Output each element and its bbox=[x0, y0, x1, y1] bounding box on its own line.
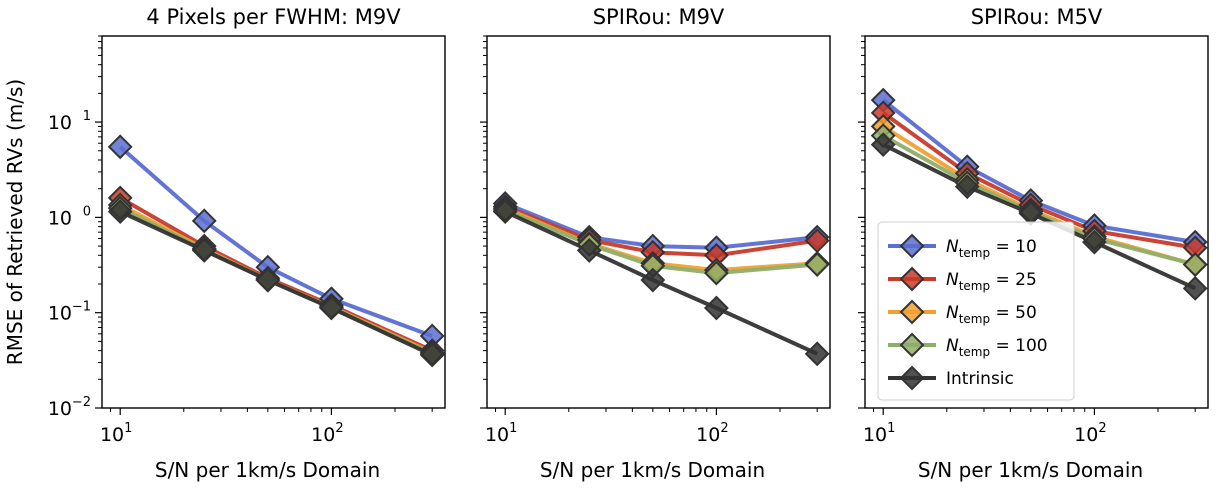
x-tick-label: 102 bbox=[311, 421, 343, 446]
x-tick-label: 101 bbox=[485, 421, 517, 446]
data-point bbox=[703, 295, 729, 321]
legend-marker bbox=[899, 233, 925, 259]
y-tick-exponent: −1 bbox=[72, 300, 91, 315]
data-point bbox=[107, 199, 133, 225]
data-point bbox=[1182, 275, 1208, 301]
data-point bbox=[318, 295, 344, 321]
data-point bbox=[191, 208, 217, 234]
panel-title: SPIRou: M9V bbox=[593, 5, 725, 29]
legend-marker bbox=[899, 299, 925, 325]
data-point bbox=[1182, 252, 1208, 277]
panel-3: 101 102 SPIRou: M5V S/N per 1km/s Domain Nte… bbox=[858, 5, 1209, 482]
legend-marker bbox=[899, 332, 925, 358]
legend-marker bbox=[899, 266, 925, 292]
data-point bbox=[804, 252, 830, 277]
data-point bbox=[954, 174, 980, 200]
x-axis-label: S/N per 1km/s Domain bbox=[155, 458, 380, 482]
legend-label: Ntemp = 10 bbox=[946, 237, 1037, 260]
plot-frame bbox=[101, 35, 446, 409]
panel-title: 4 Pixels per FWHM: M9V bbox=[146, 5, 401, 29]
data-point bbox=[1081, 229, 1107, 255]
data-point bbox=[703, 260, 729, 286]
legend-label: Ntemp = 100 bbox=[946, 336, 1048, 359]
legend: Ntemp = 10 Ntemp = 25 Ntemp = 50 Ntemp = 10… bbox=[877, 221, 1075, 401]
legend-item: Ntemp = 25 bbox=[888, 266, 1037, 293]
legend-label: Ntemp = 25 bbox=[946, 270, 1037, 293]
y-tick-label: 10 bbox=[48, 303, 72, 325]
x-tick-label: 102 bbox=[696, 421, 728, 446]
y-tick-label: 10 bbox=[48, 207, 72, 229]
x-tick-label: 101 bbox=[100, 421, 132, 446]
plot-frame bbox=[486, 35, 831, 409]
y-tick-exponent: 0 bbox=[83, 204, 91, 219]
data-point bbox=[804, 341, 830, 367]
panel-2: 101 102 SPIRou: M9V S/N per 1km/s Domain bbox=[480, 5, 831, 482]
legend-item: Ntemp = 100 bbox=[888, 332, 1048, 359]
x-axis-label: S/N per 1km/s Domain bbox=[918, 458, 1143, 482]
data-point bbox=[419, 342, 445, 368]
data-point bbox=[191, 238, 217, 263]
legend-marker bbox=[899, 365, 925, 391]
data-point bbox=[492, 199, 518, 225]
legend-item: Intrinsic bbox=[888, 365, 1014, 391]
legend-item: Ntemp = 10 bbox=[888, 233, 1037, 260]
legend-label: Ntemp = 50 bbox=[946, 303, 1037, 326]
legend-box bbox=[877, 221, 1075, 401]
x-axis-label: S/N per 1km/s Domain bbox=[540, 458, 765, 482]
y-tick-label: 10 bbox=[48, 112, 72, 134]
plot-frame bbox=[864, 35, 1209, 409]
legend-item: Ntemp = 50 bbox=[888, 299, 1037, 326]
panel-title: SPIRou: M5V bbox=[971, 5, 1103, 29]
y-tick-label: 10 bbox=[48, 398, 72, 420]
y-axis-label: RMSE of Retrieved RVs (m/s) bbox=[3, 79, 27, 365]
x-tick-label: 102 bbox=[1074, 421, 1106, 446]
series-line-1 bbox=[881, 98, 1196, 245]
data-point bbox=[107, 134, 133, 160]
y-tick-exponent: −2 bbox=[72, 395, 91, 410]
data-point bbox=[576, 238, 602, 263]
y-tick-exponent: 1 bbox=[83, 109, 91, 124]
x-tick-label: 101 bbox=[863, 421, 895, 446]
series-line-1 bbox=[118, 145, 433, 338]
data-point bbox=[640, 267, 666, 293]
legend-label: Intrinsic bbox=[946, 369, 1014, 389]
data-point bbox=[255, 267, 281, 293]
data-point bbox=[870, 132, 896, 158]
